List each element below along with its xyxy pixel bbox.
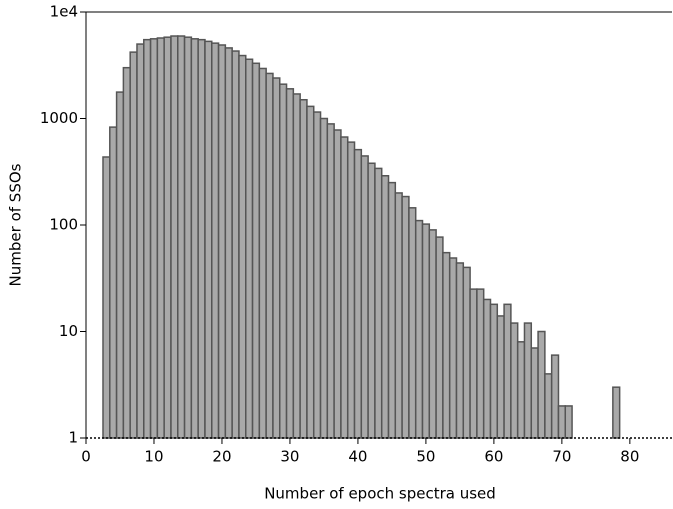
bar [476, 288, 485, 439]
bar [306, 105, 315, 439]
y-tick-label: 1 [68, 429, 78, 447]
bar [612, 386, 621, 439]
bar [143, 38, 152, 439]
bar [530, 347, 539, 439]
bar [136, 43, 145, 439]
bar [340, 136, 349, 439]
y-tick-label: 1e4 [50, 3, 78, 21]
bar [190, 38, 199, 439]
bar [109, 126, 118, 439]
bar [544, 373, 553, 439]
y-tick-label: 100 [49, 216, 78, 234]
bar [156, 37, 165, 439]
x-tick-label: 60 [484, 448, 503, 466]
bar [489, 303, 499, 439]
bar [469, 288, 478, 439]
bar [204, 40, 213, 439]
bar [550, 354, 560, 439]
bar [564, 405, 573, 439]
y-tick-label: 1000 [40, 109, 78, 127]
bar [292, 93, 301, 439]
bar [238, 54, 247, 439]
bar [115, 91, 125, 439]
x-tick-label: 70 [552, 448, 571, 466]
x-tick-label: 80 [620, 448, 639, 466]
bar [272, 77, 281, 439]
bar [319, 117, 329, 439]
bar [408, 207, 417, 439]
bar [177, 35, 186, 439]
bar [455, 262, 465, 439]
bar [346, 141, 356, 439]
bar [394, 192, 403, 439]
x-tick-label: 0 [81, 448, 91, 466]
bar [387, 181, 397, 439]
bar [163, 36, 172, 439]
bar [211, 42, 220, 439]
bar [421, 223, 431, 439]
bar [374, 167, 383, 439]
bar [251, 62, 261, 439]
bar [265, 72, 274, 439]
bar [312, 111, 322, 439]
bar [278, 83, 288, 439]
x-tick-label: 40 [348, 448, 367, 466]
bar [299, 98, 308, 439]
bar [333, 129, 342, 439]
x-tick-label: 30 [280, 448, 299, 466]
y-tick-label: 10 [59, 322, 78, 340]
bar [557, 405, 567, 439]
y-axis-label: Number of SSOs [7, 163, 25, 286]
bar [448, 257, 458, 439]
bar [523, 322, 533, 439]
bar [231, 50, 240, 439]
bar [496, 315, 505, 439]
bar [537, 330, 546, 439]
bar [428, 229, 437, 439]
bar [170, 35, 179, 439]
bar [102, 156, 111, 439]
bar [503, 303, 512, 439]
bar [258, 67, 267, 439]
bar [353, 148, 363, 439]
bar [245, 58, 254, 439]
x-axis-label: Number of epoch spectra used [264, 485, 496, 503]
bar [516, 341, 526, 439]
x-tick-label: 50 [416, 448, 435, 466]
bar [414, 219, 424, 439]
bar [197, 38, 206, 439]
bar [183, 36, 193, 439]
bar [401, 195, 410, 439]
x-tick-label: 20 [212, 448, 231, 466]
bar [435, 236, 444, 439]
bar [217, 44, 227, 439]
bar [510, 322, 519, 439]
bar [122, 66, 131, 439]
bar [285, 88, 295, 439]
bar [380, 175, 390, 439]
bar [360, 155, 369, 439]
bar [462, 266, 471, 439]
bar [224, 47, 233, 439]
bar [326, 123, 335, 439]
bar [149, 38, 159, 439]
bar [367, 162, 376, 439]
bar [442, 251, 451, 439]
x-tick-label: 10 [144, 448, 163, 466]
bar [129, 51, 138, 439]
bar [482, 298, 492, 439]
